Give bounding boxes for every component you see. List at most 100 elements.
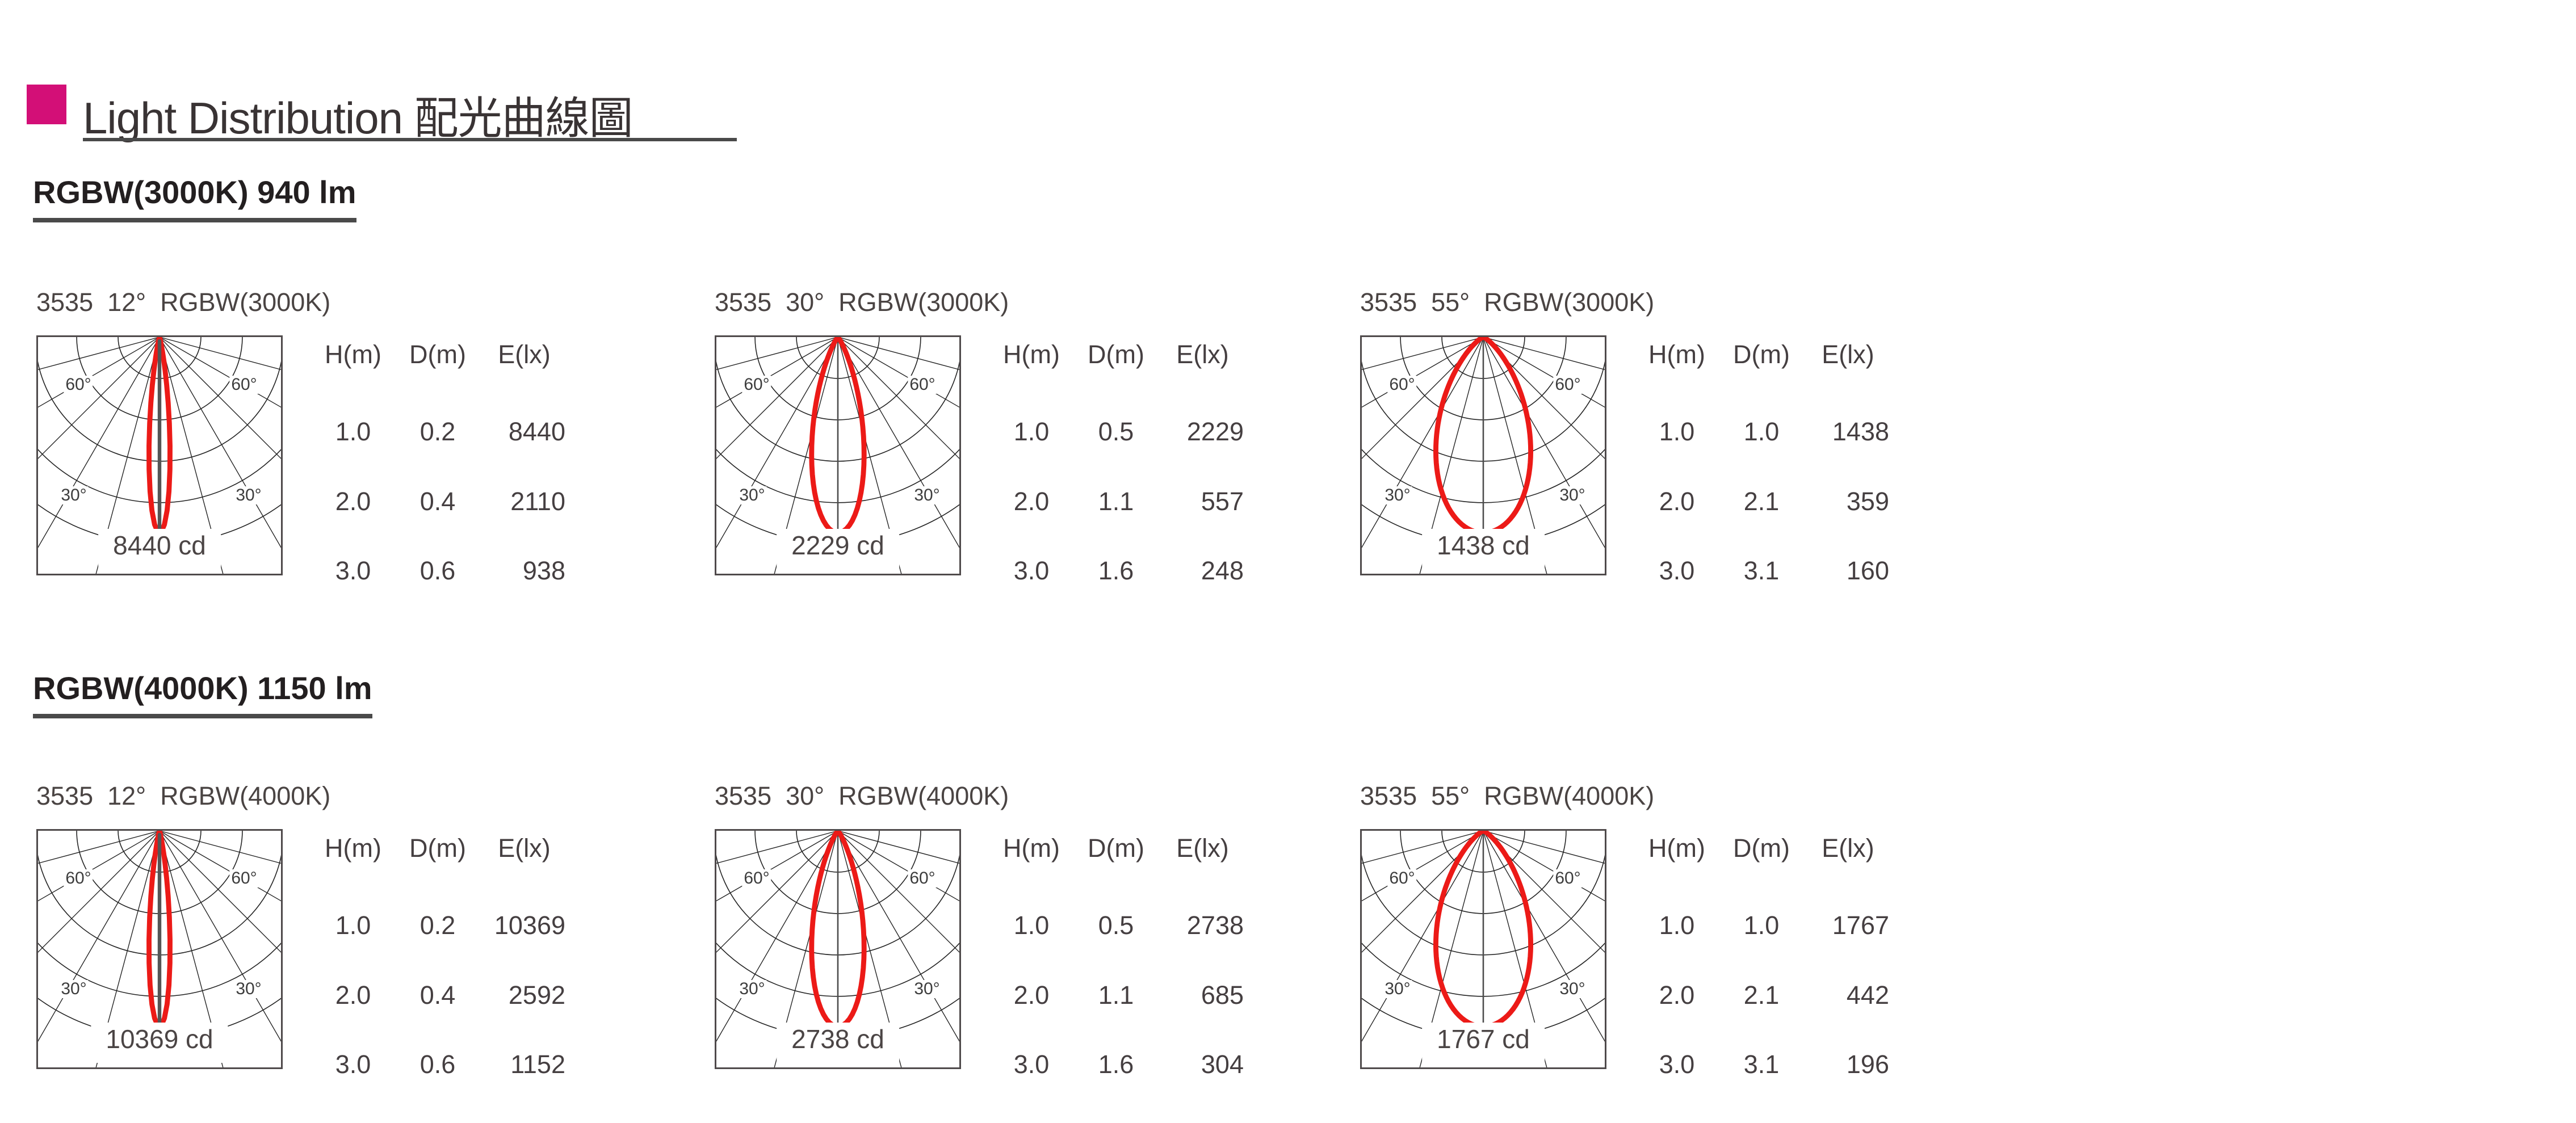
angle-label-lower_left: 30°	[59, 486, 89, 504]
title-bullet-square	[27, 85, 66, 124]
angle-label-upper_right: 60°	[908, 376, 937, 394]
polar-grid-radial	[1362, 831, 1484, 902]
table-row: 1.0 0.5 2229	[1000, 417, 1246, 447]
polar-grid-radial	[1483, 337, 1605, 548]
angle-label-upper_right: 60°	[1553, 376, 1583, 394]
table-row: 3.0 1.6 304	[1000, 1049, 1246, 1080]
chart-title: 3535 55° RGBW(3000K)	[1360, 288, 1655, 317]
table-cell: 1.6	[1098, 556, 1134, 585]
table-row: 1.0 0.2 10369	[322, 910, 568, 941]
table-cell: 0.2	[419, 417, 456, 446]
polar-grid-radial	[159, 831, 281, 953]
page-title: Light Distribution 配光曲線圖	[83, 93, 633, 143]
polar-grid-radial	[837, 831, 959, 902]
panel-4000k-30deg: 3535 30° RGBW(4000K) 2738 cd 60° 60° 30° 30…	[715, 781, 1248, 1079]
angle-label-upper_right: 60°	[229, 376, 259, 394]
polar-grid-radial	[716, 337, 838, 459]
table-cell: 3.1	[1743, 1050, 1780, 1079]
table-cell: 304	[1201, 1050, 1244, 1079]
angle-label-upper_left: 60°	[64, 376, 93, 394]
table-cell: 3.0	[1659, 1050, 1695, 1079]
polar-grid-radial	[1483, 337, 1605, 408]
angle-label-lower_left: 30°	[737, 486, 767, 504]
table-cell: 557	[1201, 487, 1244, 516]
table-cell: 2.0	[1659, 981, 1695, 1010]
polar-grid-radial	[38, 831, 160, 864]
table-row: 2.0 0.4 2592	[322, 980, 568, 1011]
angle-label-upper_left: 60°	[742, 869, 771, 888]
table-header-cell: D(m)	[409, 834, 466, 863]
polar-grid-radial	[1362, 831, 1484, 953]
angle-label-upper_left: 60°	[742, 376, 771, 394]
polar-grid-radial	[159, 337, 281, 548]
table-cell: 2.0	[1013, 981, 1050, 1010]
angle-label-lower_left: 30°	[737, 980, 767, 998]
table-header-cell: D(m)	[1733, 340, 1790, 369]
polar-grid-radial	[716, 831, 838, 864]
table-cell: 2738	[1186, 911, 1244, 940]
table-cell: 1.0	[335, 417, 371, 446]
table-row: 2.0 1.1 557	[1000, 486, 1246, 517]
table-cell: 0.5	[1098, 417, 1134, 446]
table-row: 3.0 1.6 248	[1000, 556, 1246, 586]
table-row: 2.0 2.1 359	[1646, 486, 1891, 517]
polar-grid-radial	[159, 831, 281, 864]
table-cell: 1.1	[1098, 981, 1134, 1010]
table-cell: 1.6	[1098, 1050, 1134, 1079]
table-cell: 2.0	[1013, 487, 1050, 516]
chart-title: 3535 55° RGBW(4000K)	[1360, 781, 1655, 810]
table-cell: 938	[522, 556, 565, 585]
polar-grid-radial	[1483, 831, 1605, 902]
table-header-cell: E(lx)	[498, 340, 551, 369]
table-cell: 2.1	[1743, 981, 1780, 1010]
table-cell: 3.0	[1659, 556, 1695, 585]
table-header-cell: E(lx)	[1822, 834, 1874, 863]
peak-candela-label: 10369 cd	[91, 1023, 228, 1063]
polar-grid-radial	[38, 831, 160, 902]
polar-grid-radial	[1362, 337, 1484, 459]
table-row: 2.0 1.1 685	[1000, 980, 1246, 1011]
table-cell: 2.0	[335, 981, 371, 1010]
table-cell: 2.1	[1743, 487, 1780, 516]
polar-chart: 8440 cd 60° 60° 30° 30°	[36, 335, 283, 575]
angle-label-lower_right: 30°	[912, 486, 942, 504]
polar-grid-radial	[1483, 831, 1605, 864]
table-cell: 1.0	[335, 911, 371, 940]
polar-grid-radial	[837, 831, 959, 953]
table-cell: 442	[1846, 981, 1889, 1010]
polar-grid-radial	[716, 831, 838, 953]
polar-grid-radial	[1483, 337, 1605, 459]
angle-label-upper_right: 60°	[1553, 869, 1583, 888]
peak-candela-label: 1438 cd	[1422, 529, 1545, 569]
polar-chart: 2738 cd 60° 60° 30° 30°	[715, 829, 961, 1069]
polar-chart: 10369 cd 60° 60° 30° 30°	[36, 829, 283, 1069]
page-title-underline	[83, 138, 737, 141]
table-header-row: H(m) D(m) E(lx)	[1646, 833, 1891, 864]
polar-grid-radial	[837, 337, 959, 408]
table-header-cell: H(m)	[1003, 834, 1060, 863]
polar-grid-radial	[837, 337, 959, 371]
polar-chart: 1767 cd 60° 60° 30° 30°	[1360, 829, 1606, 1069]
table-header-cell: E(lx)	[1176, 834, 1229, 863]
table-cell: 1.1	[1098, 487, 1134, 516]
polar-grid-radial	[1362, 337, 1484, 371]
angle-label-upper_right: 60°	[229, 869, 259, 888]
polar-grid-radial	[38, 831, 160, 1042]
angle-label-lower_right: 30°	[1558, 486, 1587, 504]
table-cell: 8440	[508, 417, 565, 446]
table-cell: 3.0	[1013, 556, 1050, 585]
table-cell: 2.0	[335, 487, 371, 516]
table-header-cell: D(m)	[1088, 340, 1144, 369]
table-cell: 2.0	[1659, 487, 1695, 516]
table-header-cell: D(m)	[1088, 834, 1144, 863]
chart-title: 3535 12° RGBW(4000K)	[36, 781, 331, 810]
table-row: 2.0 2.1 442	[1646, 980, 1891, 1011]
polar-chart: 1438 cd 60° 60° 30° 30°	[1360, 335, 1606, 575]
angle-label-lower_left: 30°	[1383, 486, 1412, 504]
illuminance-table: H(m) D(m) E(lx) 1.0 1.0 1767 2.0 2.1 442 3.0 3.1 19…	[1646, 829, 1891, 1079]
angle-label-lower_right: 30°	[234, 486, 263, 504]
table-cell: 1.0	[1013, 417, 1050, 446]
table-cell: 0.4	[419, 487, 456, 516]
angle-label-upper_left: 60°	[1387, 376, 1417, 394]
angle-label-upper_left: 60°	[1387, 869, 1417, 888]
